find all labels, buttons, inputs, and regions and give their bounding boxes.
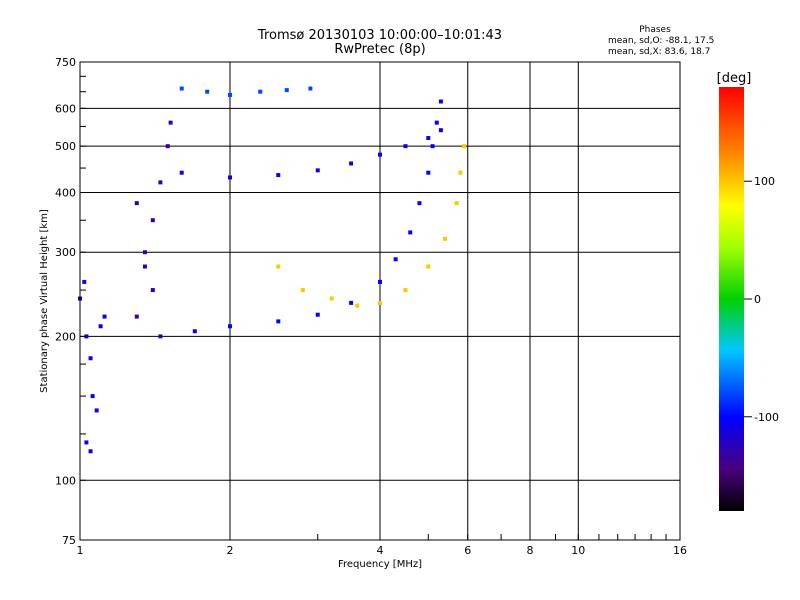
y-axis-ticks: 75 100 200 300 400 500 600 750 [55,56,86,547]
data-point-s4-8 [438,128,443,133]
data-point-s5-4 [284,88,289,93]
y-tick-label-500: 500 [55,140,76,153]
data-point-s1-9 [134,201,139,206]
data-point-s5-1 [205,89,210,94]
data-point-s1-5 [168,120,173,125]
phases-o: mean, sd,O: -88.1, 17.5 [608,36,714,46]
data-point-s0-8 [84,440,89,445]
data-point-s4-0 [179,170,184,175]
data-point-s3-5 [403,288,408,293]
data-point-s0-9 [88,449,93,454]
x-axis-ticks: 1 2 4 6 8 10 16 [77,534,687,557]
data-point-s0-7 [82,279,87,284]
data-point-s2-0 [192,329,197,334]
data-point-s3-6 [426,264,431,269]
data-point-s0-1 [88,356,93,361]
x-tick-label-6: 6 [464,544,471,557]
colorbar-ticks: 100 0 -100 [744,175,779,424]
y-tick-label-75: 75 [62,534,76,547]
x-tick-label-1: 1 [77,544,84,557]
colorbar-tick-label--100: -100 [754,411,779,424]
phases-header: Phases [639,25,671,35]
data-point-s2-11 [434,120,439,125]
data-point-s3-4 [378,300,382,305]
y-tick-label-400: 400 [55,186,76,199]
data-point-s0-0 [84,334,89,339]
data-point-s1-8 [142,250,147,255]
data-point-s4-2 [276,173,281,178]
data-point-s1-7 [150,288,155,293]
data-point-s1-6 [158,334,163,339]
data-point-s2-12 [438,99,443,104]
data-point-s2-5 [378,279,382,284]
data-point-s0-3 [94,408,99,413]
data-point-s4-4 [349,161,354,166]
data-point-s1-3 [158,180,163,185]
data-point-s1-0 [134,314,139,319]
grid [79,61,681,541]
data-point-s2-3 [315,312,320,317]
data-point-s3-3 [355,303,360,308]
x-tick-label-2: 2 [227,544,234,557]
x-tick-label-10: 10 [571,544,585,557]
y-axis-label: Stationary phase Virtual Height [km] [39,209,50,393]
data-point-s5-0 [179,86,184,91]
x-tick-label-8: 8 [527,544,534,557]
data-point-s0-2 [90,394,95,399]
data-point-s3-1 [300,288,305,293]
data-point-s5-5 [308,86,313,91]
data-point-s1-4 [165,144,170,149]
y-tick-label-100: 100 [55,474,76,487]
data-point-s3-7 [442,236,447,241]
data-point-s4-7 [426,136,431,141]
data-point-s2-8 [417,201,422,206]
data-point-s2-7 [408,230,413,235]
data-point-s3-10 [462,144,467,149]
data-point-s3-0 [276,264,281,269]
data-point-s2-1 [228,324,232,329]
data-point-s1-2 [150,218,155,223]
data-point-s5-2 [228,92,232,97]
data-point-s5-3 [258,89,263,94]
data-point-s4-6 [403,144,408,149]
data-point-s2-10 [430,144,435,149]
y-tick-label-300: 300 [55,246,76,259]
y-tick-label-750: 750 [55,56,76,69]
data-point-s3-2 [329,296,334,301]
y-tick-label-200: 200 [55,330,76,343]
data-point-s4-5 [378,152,382,157]
scatter-points [78,86,467,454]
data-point-s0-5 [102,314,107,319]
colorbar [719,87,744,511]
data-point-s3-8 [454,201,459,206]
phases-x: mean, sd,X: 83.6, 18.7 [608,47,710,57]
data-point-s3-9 [458,170,463,175]
chart-subtitle: RwPretec (8p) [334,42,425,57]
data-point-s2-4 [349,300,354,305]
colorbar-tick-label-0: 0 [754,293,761,306]
data-point-s4-1 [228,175,232,180]
colorbar-label: [deg] [717,71,752,86]
data-point-s2-6 [393,257,398,262]
data-point-s2-9 [426,170,431,175]
chart-title: Tromsø 20130103 10:00:00–10:01:43 [257,28,502,43]
y-tick-label-600: 600 [55,102,76,115]
x-tick-label-16: 16 [673,544,687,557]
data-point-s4-3 [315,168,320,173]
x-tick-label-4: 4 [377,544,384,557]
colorbar-tick-label-100: 100 [754,175,775,188]
data-point-s1-1 [142,264,147,269]
data-point-s0-4 [98,324,103,329]
data-point-s2-2 [276,319,281,324]
x-axis-label: Frequency [MHz] [338,559,422,570]
